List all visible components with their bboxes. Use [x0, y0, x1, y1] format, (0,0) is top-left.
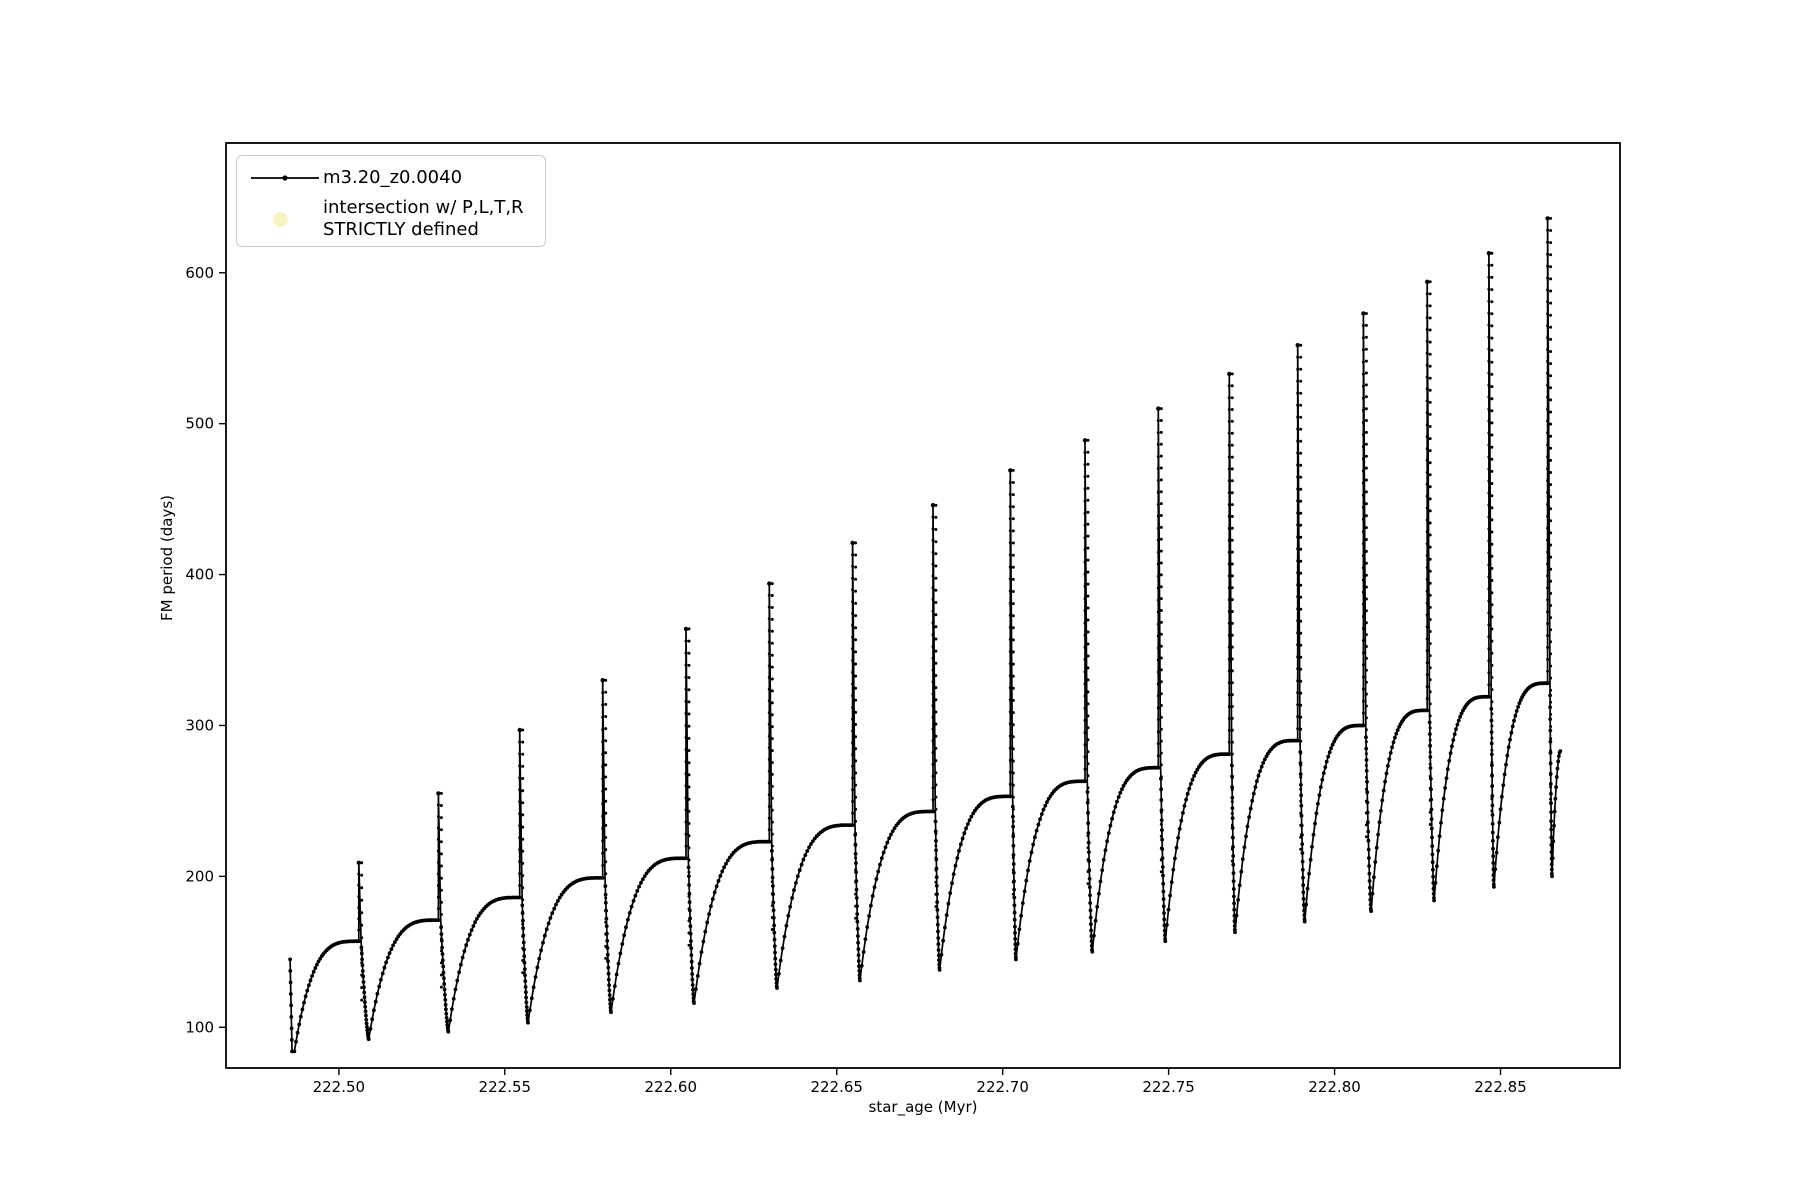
legend-label-intersection: intersection w/ P,L,T,R STRICTLY defined [323, 197, 524, 241]
y-tick-label: 500 [185, 415, 214, 433]
legend-label-series: m3.20_z0.0040 [323, 167, 463, 188]
x-tick-label: 222.70 [976, 1078, 1029, 1096]
x-tick-label: 222.55 [479, 1078, 532, 1096]
y-tick-label: 600 [185, 264, 214, 282]
x-tick-label: 222.75 [1142, 1078, 1195, 1096]
x-axis-label: star_age (Myr) [869, 1098, 978, 1117]
x-tick-label: 222.85 [1474, 1078, 1527, 1096]
axes-layer: 222.50 222.55 222.60 222.65 222.70 222.75 222.… [185, 142, 1621, 1096]
y-tick-label: 400 [185, 566, 214, 584]
x-tick-label: 222.50 [313, 1078, 366, 1096]
x-tick-label: 222.65 [810, 1078, 863, 1096]
y-tick-label: 200 [185, 867, 214, 885]
y-tick-label: 300 [185, 716, 214, 734]
legend-entry-series: m3.20_z0.0040 [249, 163, 533, 193]
legend-line-sample-icon [251, 175, 319, 181]
x-tick-label: 222.80 [1308, 1078, 1361, 1096]
legend-label-intersection-line2: STRICTLY defined [323, 219, 479, 240]
legend-label-intersection-line1: intersection w/ P,L,T,R [323, 197, 524, 218]
legend-entry-intersection: intersection w/ P,L,T,R STRICTLY defined [249, 197, 533, 241]
series-point-markers [288, 216, 1563, 1054]
pale-yellow-dot-icon [273, 211, 288, 227]
line-with-dot-marker-icon [249, 172, 323, 184]
y-axis-label: FM period (days) [158, 495, 176, 621]
intersection-dot-marker-icon [249, 211, 323, 227]
legend: m3.20_z0.0040 intersection w/ P,L,T,R ST… [236, 155, 546, 247]
series-layer [288, 216, 1563, 1054]
series-line-m3.20_z0.0040 [289, 217, 1562, 1053]
x-tick-label: 222.60 [645, 1078, 698, 1096]
y-tick-label: 100 [185, 1018, 214, 1036]
